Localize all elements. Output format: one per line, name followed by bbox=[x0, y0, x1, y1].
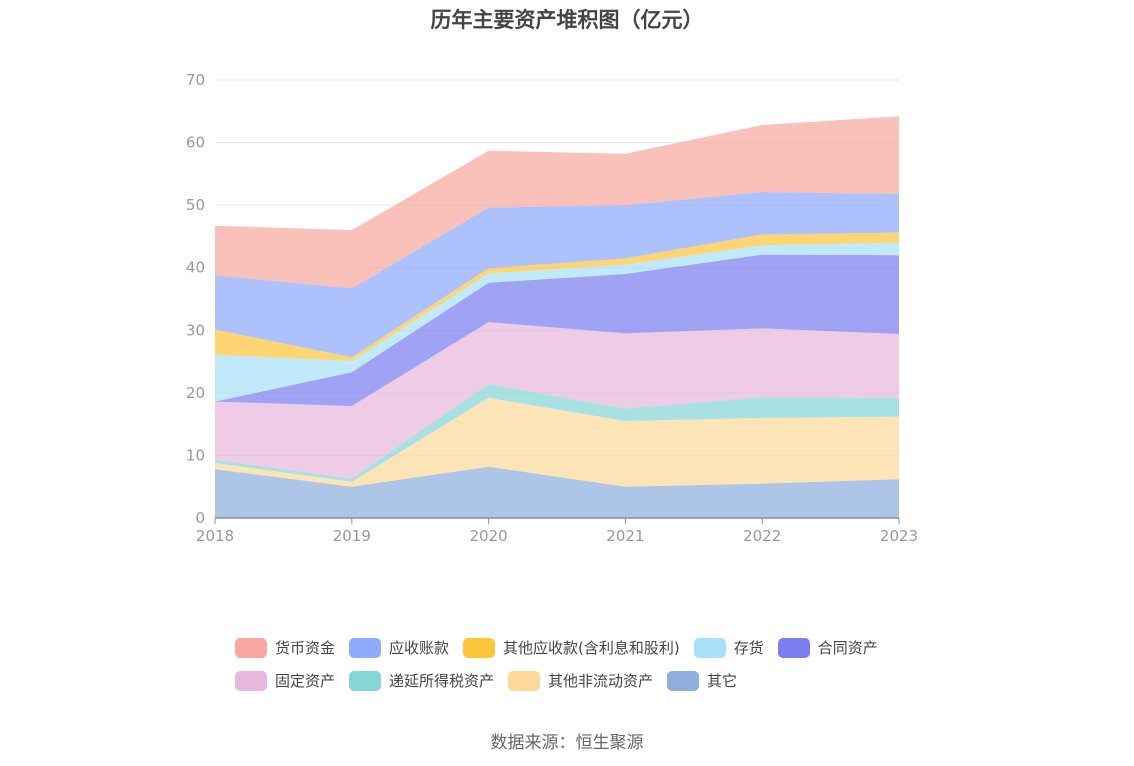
legend-item[interactable]: 其他应收款(含利息和股利) bbox=[463, 637, 680, 658]
y-tick-label: 40 bbox=[186, 259, 205, 277]
legend: 货币资金 应收账款 其他应收款(含利息和股利) 存货 合同资产 固定资产 递延所得税资产 其… bbox=[235, 631, 935, 697]
legend-label: 其它 bbox=[707, 672, 738, 690]
area-series bbox=[215, 116, 899, 518]
area-series-6 bbox=[215, 232, 899, 361]
legend-label: 其他非流动资产 bbox=[548, 672, 654, 690]
y-tick-label: 0 bbox=[195, 509, 205, 527]
area-series-2 bbox=[215, 384, 899, 482]
y-tick-label: 10 bbox=[186, 446, 205, 464]
legend-label: 合同资产 bbox=[817, 639, 878, 657]
legend-item[interactable]: 其他非流动资产 bbox=[508, 670, 653, 691]
area-series-5 bbox=[215, 242, 899, 402]
area-series-0 bbox=[215, 466, 899, 518]
legend-label: 货币资金 bbox=[275, 639, 336, 657]
x-tick-label: 2019 bbox=[333, 527, 371, 545]
x-tick-label: 2021 bbox=[606, 527, 644, 545]
legend-swatch bbox=[508, 670, 541, 691]
y-tick-label: 70 bbox=[186, 71, 205, 89]
area-series-4 bbox=[215, 254, 899, 406]
y-tick-label: 20 bbox=[186, 384, 205, 402]
legend-label: 应收账款 bbox=[389, 639, 450, 657]
x-tick-label: 2018 bbox=[196, 527, 234, 545]
x-tick-label: 2020 bbox=[470, 527, 508, 545]
x-tick-label: 2022 bbox=[743, 527, 781, 545]
legend-swatch bbox=[235, 670, 267, 691]
legend-label: 其他应收款(含利息和股利) bbox=[503, 639, 680, 657]
legend-item[interactable]: 合同资产 bbox=[777, 637, 878, 658]
chart-title: 历年主要资产堆积图（亿元） bbox=[430, 8, 704, 32]
legend-swatch bbox=[693, 637, 726, 658]
legend-item[interactable]: 货币资金 bbox=[235, 637, 335, 658]
legend-swatch bbox=[235, 637, 267, 658]
legend-swatch bbox=[667, 670, 700, 691]
legend-label: 固定资产 bbox=[275, 672, 336, 690]
x-tick-label: 2023 bbox=[880, 527, 918, 545]
data-source-note: 数据来源：恒生聚源 bbox=[490, 733, 644, 753]
area-series-7 bbox=[215, 192, 899, 358]
legend-item[interactable]: 递延所得税资产 bbox=[349, 670, 494, 691]
legend-label: 存货 bbox=[733, 639, 764, 657]
legend-row: 固定资产 递延所得税资产 其他非流动资产 其它 bbox=[235, 664, 935, 697]
area-series-8 bbox=[215, 116, 899, 289]
legend-row: 货币资金 应收账款 其他应收款(含利息和股利) 存货 合同资产 bbox=[235, 631, 935, 664]
legend-item[interactable]: 固定资产 bbox=[235, 670, 335, 691]
legend-swatch bbox=[349, 637, 382, 658]
axes: 0 10 20 30 40 50 60 70 2018 2019 2020 2021 2022 2023 bbox=[186, 71, 918, 545]
legend-swatch bbox=[463, 637, 496, 658]
legend-swatch bbox=[777, 637, 810, 658]
area-series-3 bbox=[215, 322, 899, 479]
legend-item[interactable]: 其它 bbox=[667, 670, 737, 691]
legend-item[interactable]: 存货 bbox=[693, 637, 764, 658]
y-tick-label: 60 bbox=[186, 134, 205, 152]
legend-swatch bbox=[349, 670, 382, 691]
legend-item[interactable]: 应收账款 bbox=[349, 637, 449, 658]
legend-label: 递延所得税资产 bbox=[389, 672, 495, 690]
area-series-1 bbox=[215, 397, 899, 487]
y-tick-label: 30 bbox=[186, 321, 205, 339]
y-tick-label: 50 bbox=[186, 196, 205, 214]
